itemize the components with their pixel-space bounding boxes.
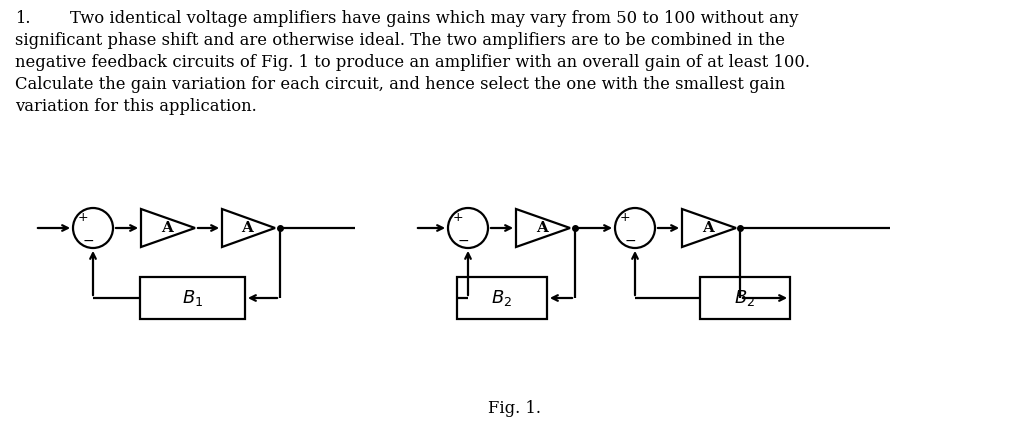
Text: Fig. 1.: Fig. 1.	[488, 400, 540, 417]
Bar	[700, 277, 790, 319]
Text: −: −	[625, 233, 636, 247]
Bar	[457, 277, 547, 319]
Text: A: A	[536, 221, 547, 235]
Bar	[140, 277, 245, 319]
Text: A: A	[242, 221, 253, 235]
Text: +: +	[77, 211, 87, 224]
Text: Calculate the gain variation for each circuit, and hence select the one with the: Calculate the gain variation for each ci…	[15, 76, 785, 93]
Text: 1.: 1.	[15, 10, 31, 27]
Text: $B_1$: $B_1$	[182, 288, 203, 308]
Text: A: A	[702, 221, 714, 235]
Text: +: +	[619, 211, 630, 224]
Text: +: +	[453, 211, 463, 224]
Text: significant phase shift and are otherwise ideal. The two amplifiers are to be co: significant phase shift and are otherwis…	[15, 32, 785, 49]
Text: −: −	[82, 233, 94, 247]
Text: $B_2$: $B_2$	[735, 288, 755, 308]
Text: negative feedback circuits of Fig. 1 to produce an amplifier with an overall gai: negative feedback circuits of Fig. 1 to …	[15, 54, 810, 71]
Text: A: A	[161, 221, 173, 235]
Text: variation for this application.: variation for this application.	[15, 98, 257, 115]
Text: Two identical voltage amplifiers have gains which may vary from 50 to 100 withou: Two identical voltage amplifiers have ga…	[70, 10, 799, 27]
Text: −: −	[457, 233, 469, 247]
Text: $B_2$: $B_2$	[492, 288, 512, 308]
